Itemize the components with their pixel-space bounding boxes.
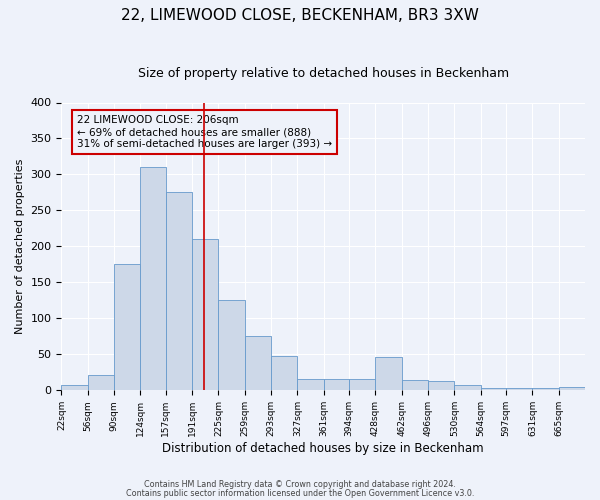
Text: Contains public sector information licensed under the Open Government Licence v3: Contains public sector information licen… — [126, 490, 474, 498]
Bar — [61, 384, 88, 390]
Bar — [376, 356, 402, 390]
Bar — [428, 381, 454, 390]
Bar — [454, 384, 481, 390]
Bar — [297, 379, 323, 390]
Y-axis label: Number of detached properties: Number of detached properties — [15, 158, 25, 334]
Bar — [140, 168, 166, 390]
Bar — [114, 264, 140, 390]
Text: 22 LIMEWOOD CLOSE: 206sqm
← 69% of detached houses are smaller (888)
31% of semi: 22 LIMEWOOD CLOSE: 206sqm ← 69% of detac… — [77, 116, 332, 148]
Bar — [323, 379, 349, 390]
X-axis label: Distribution of detached houses by size in Beckenham: Distribution of detached houses by size … — [163, 442, 484, 455]
Text: 22, LIMEWOOD CLOSE, BECKENHAM, BR3 3XW: 22, LIMEWOOD CLOSE, BECKENHAM, BR3 3XW — [121, 8, 479, 22]
Bar — [402, 380, 428, 390]
Bar — [245, 336, 271, 390]
Bar — [506, 388, 532, 390]
Bar — [192, 238, 218, 390]
Bar — [532, 388, 559, 390]
Bar — [166, 192, 192, 390]
Bar — [559, 388, 585, 390]
Title: Size of property relative to detached houses in Beckenham: Size of property relative to detached ho… — [137, 68, 509, 80]
Text: Contains HM Land Registry data © Crown copyright and database right 2024.: Contains HM Land Registry data © Crown c… — [144, 480, 456, 489]
Bar — [481, 388, 506, 390]
Bar — [271, 356, 297, 390]
Bar — [349, 379, 376, 390]
Bar — [88, 374, 114, 390]
Bar — [218, 300, 245, 390]
